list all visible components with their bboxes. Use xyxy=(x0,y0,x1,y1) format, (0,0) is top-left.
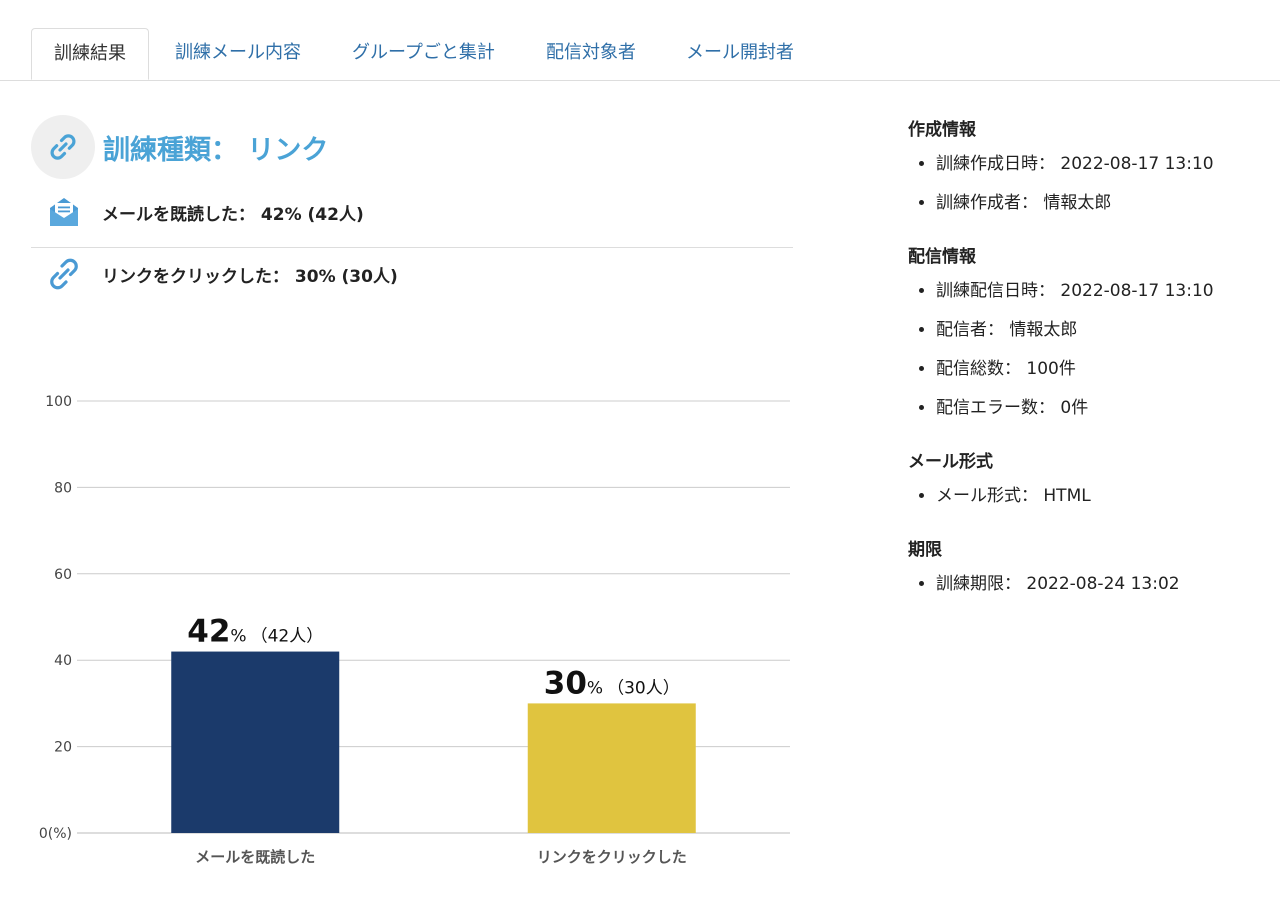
mail-open-icon xyxy=(50,198,78,226)
x-category-label: メールを既読した xyxy=(195,848,315,866)
tab-bar: 訓練結果 訓練メール内容 グループごと集計 配信対象者 メール開封者 xyxy=(0,0,1280,81)
info-item: 訓練期限： 2022-08-24 13:02 xyxy=(936,565,1268,604)
section-title: 作成情報 xyxy=(908,120,976,140)
info-item: メール形式： HTML xyxy=(936,477,1268,516)
delivery-info-section: 配信情報 訓練配信日時： 2022-08-17 13:10 配信者： 情報太郎 … xyxy=(908,242,1268,428)
training-type-title: 訓練種類： リンク xyxy=(103,135,329,166)
x-category-label: リンクをクリックした xyxy=(537,848,687,866)
tab-training-results[interactable]: 訓練結果 xyxy=(31,28,149,80)
creation-info-section: 作成情報 訓練作成日時： 2022-08-17 13:10 訓練作成者： 情報太… xyxy=(908,115,1268,223)
info-item: 配信者： 情報太郎 xyxy=(936,311,1268,350)
tab-mail-openers[interactable]: メール開封者 xyxy=(686,42,794,63)
read-stat-text: メールを既読した： 42% (42人) xyxy=(102,205,364,225)
results-bar-chart: 0(%) 20 40 60 80 100 42% （42人） メールを既読した 30% （30人） リ… xyxy=(0,380,800,880)
y-tick-label: 20 xyxy=(54,740,72,756)
info-item: 配信エラー数： 0件 xyxy=(936,389,1268,428)
y-tick-label: 80 xyxy=(54,480,72,496)
y-tick-label: 60 xyxy=(54,567,72,583)
y-tick-label: 0(%) xyxy=(39,826,72,842)
tab-group-summary[interactable]: グループごと集計 xyxy=(352,42,495,63)
link-icon xyxy=(50,134,76,160)
click-stat-row: リンクをクリックした： 30% (30人) xyxy=(31,247,793,307)
section-title: 期限 xyxy=(908,540,942,560)
click-stat-text: リンクをクリックした： 30% (30人) xyxy=(102,267,398,287)
bar xyxy=(171,651,340,833)
info-item: 配信総数： 100件 xyxy=(936,350,1268,389)
deadline-section: 期限 訓練期限： 2022-08-24 13:02 xyxy=(908,535,1268,604)
bar xyxy=(527,703,696,833)
info-item: 訓練配信日時： 2022-08-17 13:10 xyxy=(936,272,1268,311)
stat-divider xyxy=(31,247,793,248)
y-tick-label: 40 xyxy=(54,653,72,669)
info-panel: 作成情報 訓練作成日時： 2022-08-17 13:10 訓練作成者： 情報太… xyxy=(908,115,1268,623)
section-title: メール形式 xyxy=(908,452,993,472)
mail-format-section: メール形式 メール形式： HTML xyxy=(908,447,1268,516)
tab-training-mail-content[interactable]: 訓練メール内容 xyxy=(175,42,301,63)
section-title: 配信情報 xyxy=(908,247,976,267)
link-type-badge xyxy=(31,115,95,179)
info-item: 訓練作成日時： 2022-08-17 13:10 xyxy=(936,145,1268,184)
read-stat-row: メールを既読した： 42% (42人) xyxy=(31,185,793,245)
link-icon xyxy=(50,258,78,290)
y-tick-label: 100 xyxy=(45,394,72,410)
bar-value-label: 42% （42人） xyxy=(187,614,323,650)
info-item: 訓練作成者： 情報太郎 xyxy=(936,184,1268,223)
bar-value-label: 30% （30人） xyxy=(544,665,680,701)
tab-recipients[interactable]: 配信対象者 xyxy=(546,42,636,63)
bar-chart-svg: 0(%) 20 40 60 80 100 42% （42人） メールを既読した 30% （30人） リ… xyxy=(39,394,790,866)
